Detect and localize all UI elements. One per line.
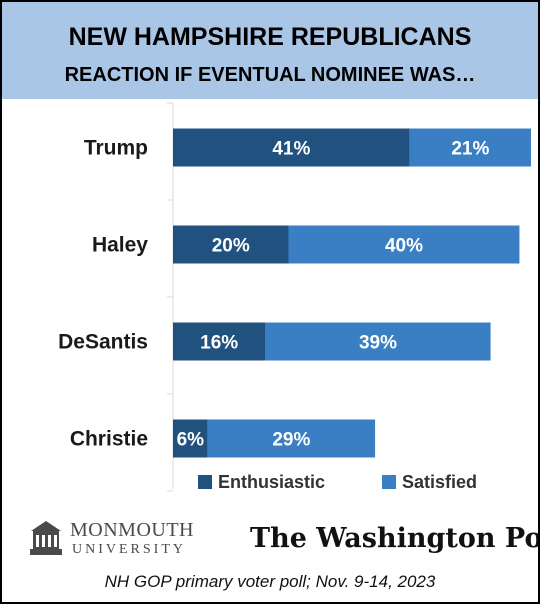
- legend-swatch-satisfied: [382, 475, 396, 489]
- data-label: 16%: [200, 333, 238, 354]
- data-label: 29%: [272, 430, 310, 451]
- bar-satisfied-haley: [288, 225, 520, 264]
- category-label: Trump: [84, 137, 148, 160]
- bar-enthusiastic-christie: [173, 419, 208, 458]
- data-label: 6%: [177, 430, 205, 451]
- legend-swatch-enthusiastic: [198, 475, 212, 489]
- legend-label-enthusiastic: Enthusiastic: [218, 472, 325, 492]
- data-label: 41%: [272, 139, 310, 160]
- bar-enthusiastic-haley: [173, 225, 289, 264]
- bar-enthusiastic-trump: [173, 128, 410, 167]
- title-band: NEW HAMPSHIRE REPUBLICANS REACTION IF EV…: [2, 2, 538, 99]
- bar-satisfied-desantis: [265, 322, 491, 361]
- data-label: 20%: [212, 236, 250, 257]
- category-label: Haley: [92, 234, 148, 257]
- category-label: Christie: [70, 428, 148, 451]
- monmouth-building-icon: [30, 521, 62, 555]
- legend-label-satisfied: Satisfied: [402, 472, 477, 492]
- category-label: DeSantis: [58, 331, 148, 354]
- chart-title: NEW HAMPSHIRE REPUBLICANS: [68, 23, 472, 51]
- data-label: 40%: [385, 236, 423, 257]
- monmouth-name: MONMOUTH: [70, 519, 194, 541]
- footnote: NH GOP primary voter poll; Nov. 9-14, 20…: [104, 572, 436, 591]
- washington-post-logo: The Washington Post: [250, 523, 540, 554]
- data-label: 39%: [359, 333, 397, 354]
- bar-satisfied-christie: [207, 419, 376, 458]
- chart-subtitle: REACTION IF EVENTUAL NOMINEE WAS…: [64, 64, 476, 86]
- data-label: 21%: [451, 139, 489, 160]
- stacked-bar-chart: Trump 41% 21% Haley 20% 40% DeSantis 16% 39% Chri…: [58, 102, 531, 492]
- bar-enthusiastic-desantis: [173, 322, 266, 361]
- bar-satisfied-trump: [409, 128, 531, 167]
- monmouth-subtitle: UNIVERSITY: [72, 542, 186, 557]
